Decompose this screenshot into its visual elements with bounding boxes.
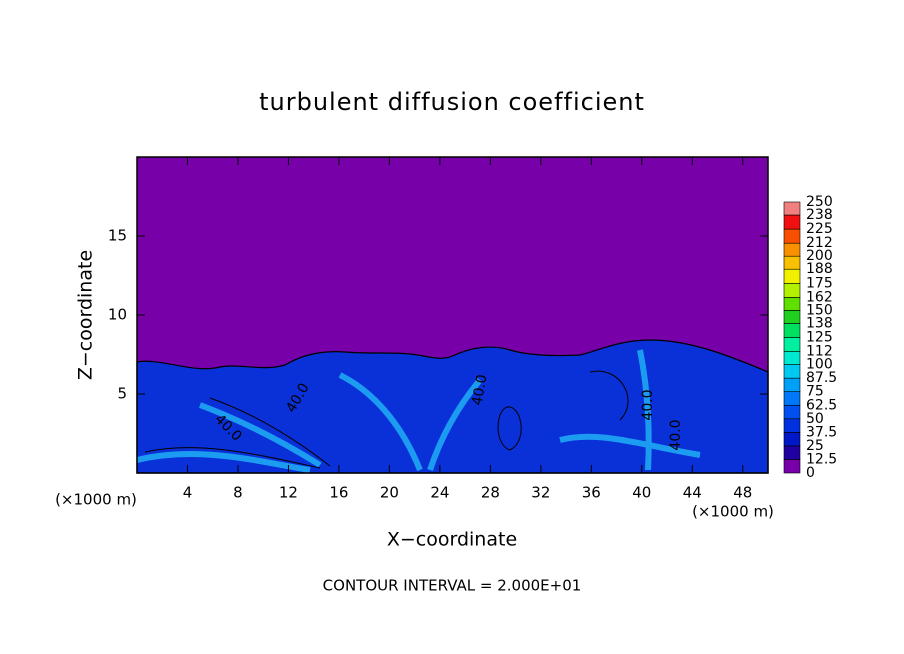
- colorbar-band: [783, 391, 801, 406]
- footer-note: CONTOUR INTERVAL = 2.000E+01: [323, 577, 582, 595]
- colorbar-band: [783, 214, 801, 230]
- colorbar-band: [783, 404, 801, 420]
- contour-label: 40.0: [668, 419, 684, 450]
- colorbar-band: [783, 323, 801, 338]
- x-tick-label: 40: [632, 484, 651, 502]
- colorbar-band: [783, 228, 801, 244]
- colorbar-band: [783, 377, 801, 392]
- colorbar-band: [783, 310, 801, 324]
- colorbar-label: 250: [806, 194, 833, 210]
- colorbar-label: 112: [806, 344, 833, 360]
- x-tick-label: 24: [430, 484, 449, 502]
- x-tick-label: 8: [233, 484, 243, 502]
- x-tick-label: 16: [329, 484, 348, 502]
- x-axis-label: X−coordinate: [387, 529, 517, 551]
- colorbar-label: 12.5: [806, 451, 837, 467]
- x-tick-label: 36: [582, 484, 601, 502]
- colorbar-band: [783, 445, 801, 460]
- colorbar-band: [783, 242, 801, 257]
- colorbar-label: 125: [806, 330, 833, 346]
- y-axis-label: Z−coordinate: [75, 250, 97, 380]
- colorbar-band: [783, 459, 801, 474]
- y-tick-label: 15: [108, 227, 127, 245]
- colorbar-band: [783, 282, 801, 298]
- colorbar-band: [783, 268, 801, 284]
- x-tick-label: 28: [481, 484, 500, 502]
- chart-title: turbulent diffusion coefficient: [259, 88, 645, 116]
- field: 40.0 40.0 40.0 40.0 40.0: [136, 157, 769, 474]
- colorbar-label: 212: [806, 235, 833, 251]
- colorbar-band: [783, 337, 801, 352]
- colorbar-label: 188: [806, 261, 833, 277]
- y-tick-label: 5: [117, 385, 127, 403]
- colorbar-band: [783, 201, 801, 216]
- colorbar-label: 200: [806, 248, 833, 264]
- colorbar-band: [783, 255, 801, 270]
- colorbar-label: 37.5: [806, 424, 837, 440]
- y-tick-label: 10: [108, 306, 127, 324]
- colorbar-label: 25: [806, 438, 824, 454]
- y-unit: (×1000 m): [55, 491, 137, 509]
- x-tick-label: 44: [683, 484, 702, 502]
- colorbar-label: 138: [806, 315, 833, 331]
- colorbar-label: 0: [806, 465, 815, 481]
- colorbar-label: 87.5: [806, 370, 837, 386]
- colorbar-label: 162: [806, 289, 833, 305]
- contour-label: 40.0: [640, 389, 656, 420]
- x-tick-label: 4: [183, 484, 193, 502]
- colorbar-band: [783, 432, 801, 447]
- colorbar-label: 150: [806, 302, 833, 318]
- colorbar-label: 62.5: [806, 397, 837, 413]
- colorbar-label: 100: [806, 357, 833, 373]
- colorbar-band: [783, 364, 801, 379]
- x-tick-label: 32: [531, 484, 550, 502]
- colorbar-label: 175: [806, 275, 833, 291]
- contour-line: [144, 370, 629, 469]
- colorbar-label: 75: [806, 384, 824, 400]
- colorbar-band: [783, 418, 801, 433]
- x-tick-label: 20: [380, 484, 399, 502]
- colorbar-label: 50: [806, 411, 824, 427]
- colorbar-band: [783, 297, 801, 311]
- colorbar-label: 225: [806, 221, 833, 237]
- contour-label: 40.0: [469, 373, 490, 406]
- colorbar-label: 238: [806, 207, 833, 223]
- axes: 4 8 12 16 20 24 28 32 36 40 44 4851015012.52537.550…: [108, 157, 837, 502]
- streak: [136, 349, 701, 473]
- x-tick-label: 48: [733, 484, 752, 502]
- x-unit: (×1000 m): [692, 503, 774, 521]
- colorbar-band: [783, 351, 801, 365]
- x-tick-label: 12: [279, 484, 298, 502]
